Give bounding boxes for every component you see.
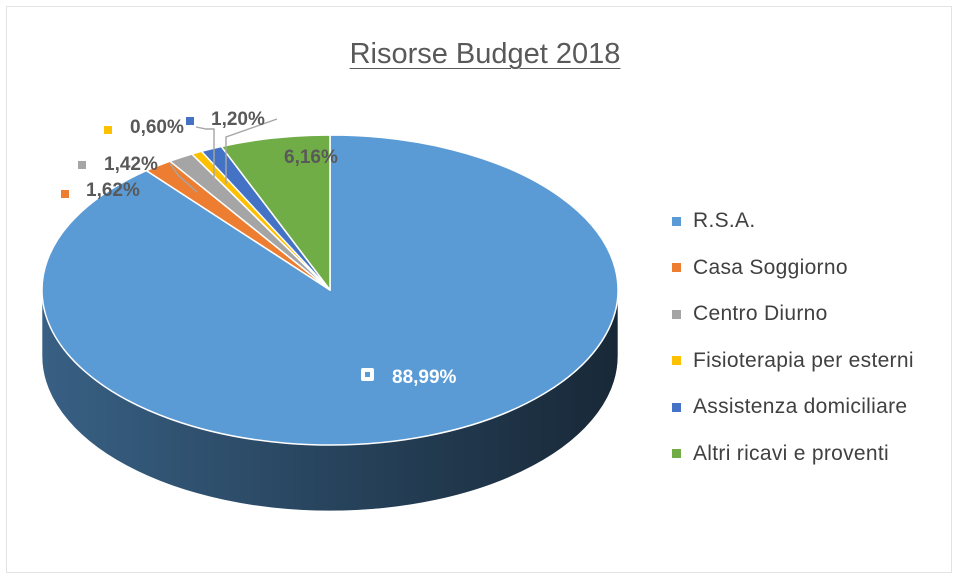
legend-label: Altri ricavi e proventi — [693, 441, 889, 465]
legend-swatch-icon — [672, 402, 681, 412]
chart-legend: R.S.A. Casa Soggiorno Centro Diurno Fisi… — [672, 198, 914, 477]
data-label-1: 1,62% — [86, 180, 140, 201]
leader-line-2 — [169, 163, 198, 193]
legend-swatch-icon — [672, 449, 681, 459]
data-label-marker-1 — [61, 190, 69, 198]
legend-label: R.S.A. — [693, 209, 756, 233]
legend-label: Fisioterapia per esterni — [693, 348, 914, 372]
legend-item-altri-ricavi: Altri ricavi e proventi — [672, 431, 914, 478]
slice-top-5 — [220, 134, 331, 291]
data-label-5: 6,16% — [284, 147, 338, 168]
data-label-4: 1,20% — [211, 109, 265, 130]
legend-swatch-icon — [672, 263, 681, 273]
legend-item-casa-soggiorno: Casa Soggiorno — [672, 245, 914, 292]
data-label-0: 88,99% — [392, 367, 457, 388]
chart-title: Risorse Budget 2018 — [349, 38, 621, 70]
legend-label: Casa Soggiorno — [693, 255, 848, 279]
legend-item-assistenza-domiciliare: Assistenza domiciliare — [672, 384, 914, 431]
data-label-2: 1,42% — [104, 154, 158, 175]
legend-item-centro-diurno: Centro Diurno — [672, 291, 914, 338]
legend-item-fisioterapia: Fisioterapia per esterni — [672, 338, 914, 385]
data-label-marker-3 — [104, 126, 112, 134]
legend-label: Centro Diurno — [693, 302, 828, 326]
legend-item-rsa: R.S.A. — [672, 198, 914, 245]
legend-swatch-icon — [672, 356, 681, 366]
data-label-marker-5 — [258, 154, 266, 162]
legend-swatch-icon — [672, 309, 681, 319]
leader-line-4 — [225, 118, 278, 184]
data-label-3: 0,60% — [130, 117, 184, 138]
data-label-marker-4 — [186, 117, 194, 125]
leader-line-3 — [195, 126, 215, 183]
legend-label: Assistenza domiciliare — [693, 395, 908, 419]
data-label-marker-2 — [78, 161, 86, 169]
legend-swatch-icon — [672, 216, 681, 226]
